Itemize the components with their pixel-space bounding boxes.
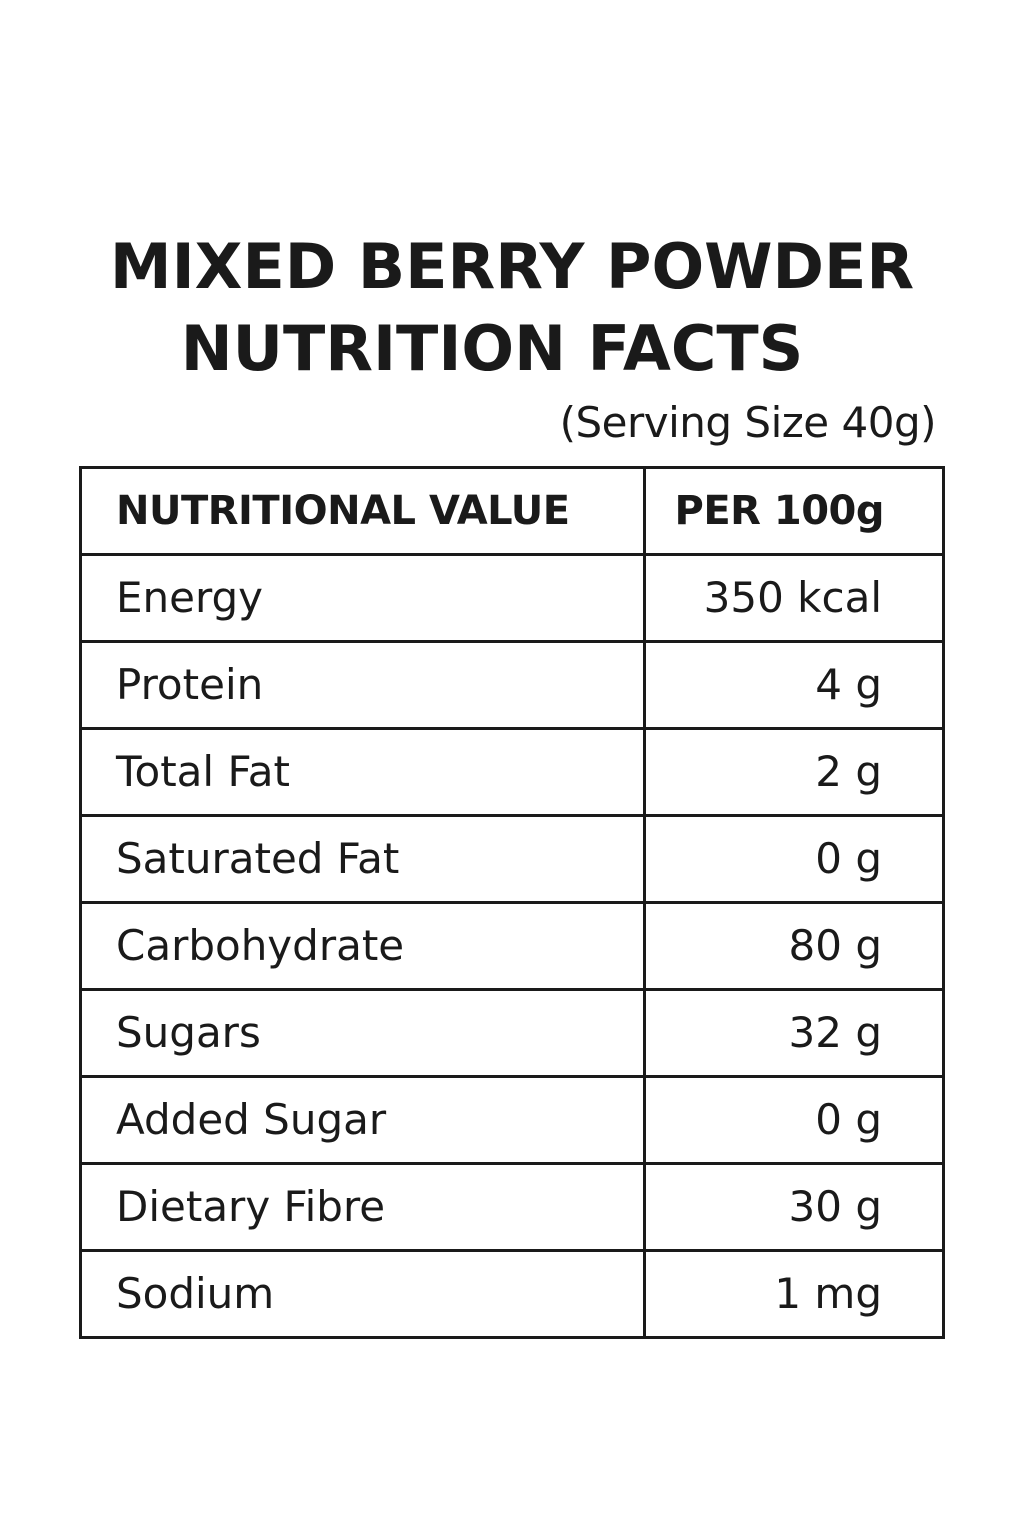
nutrient-value: 32 g (643, 988, 945, 1078)
nutrition-facts-heading: NUTRITION FACTS (180, 312, 804, 385)
table-row: Carbohydrate 80 g (79, 901, 945, 991)
nutrient-value: 30 g (643, 1162, 945, 1252)
nutrient-name: Sugars (79, 988, 646, 1078)
nutrient-name: Total Fat (79, 727, 646, 817)
nutrient-name: Protein (79, 640, 646, 730)
nutrient-value: 80 g (643, 901, 945, 991)
table-header-row: NUTRITIONAL VALUE PER 100g (79, 466, 945, 556)
nutrient-name: Sodium (79, 1249, 646, 1339)
nutrient-value: 2 g (643, 727, 945, 817)
nutrient-name: Energy (79, 553, 646, 643)
nutrient-value: 0 g (643, 1075, 945, 1165)
table-row: Energy 350 kcal (79, 553, 945, 643)
product-title: MIXED BERRY POWDER (109, 230, 915, 303)
nutrient-name: Carbohydrate (79, 901, 646, 991)
table-row: Sodium 1 mg (79, 1249, 945, 1339)
table-row: Protein 4 g (79, 640, 945, 730)
serving-size: (Serving Size 40g) (559, 398, 937, 447)
nutrient-name: Added Sugar (79, 1075, 646, 1165)
header-per-100g: PER 100g (643, 466, 945, 556)
table-row: Total Fat 2 g (79, 727, 945, 817)
nutrient-value: 4 g (643, 640, 945, 730)
table-row: Dietary Fibre 30 g (79, 1162, 945, 1252)
nutrient-value: 350 kcal (643, 553, 945, 643)
nutrient-name: Dietary Fibre (79, 1162, 646, 1252)
table-row: Sugars 32 g (79, 988, 945, 1078)
nutrient-value: 1 mg (643, 1249, 945, 1339)
header-nutritional-value: NUTRITIONAL VALUE (79, 466, 646, 556)
nutrition-table: NUTRITIONAL VALUE PER 100g Energy 350 kc… (79, 466, 945, 1339)
nutrient-value: 0 g (643, 814, 945, 904)
table-row: Added Sugar 0 g (79, 1075, 945, 1165)
table-row: Saturated Fat 0 g (79, 814, 945, 904)
nutrient-name: Saturated Fat (79, 814, 646, 904)
